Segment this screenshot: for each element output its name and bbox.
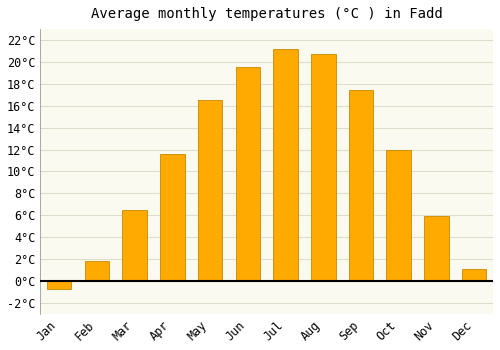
Bar — [47, 281, 72, 289]
Bar — [462, 269, 486, 281]
Bar — [122, 210, 147, 281]
Bar — [236, 68, 260, 281]
Bar — [84, 261, 109, 281]
Bar — [198, 100, 222, 281]
Bar — [311, 54, 336, 281]
Title: Average monthly temperatures (°C ) in Fadd: Average monthly temperatures (°C ) in Fa… — [91, 7, 443, 21]
Bar — [160, 154, 184, 281]
Bar — [424, 216, 448, 281]
Bar — [386, 149, 411, 281]
Bar — [348, 90, 374, 281]
Bar — [274, 49, 298, 281]
